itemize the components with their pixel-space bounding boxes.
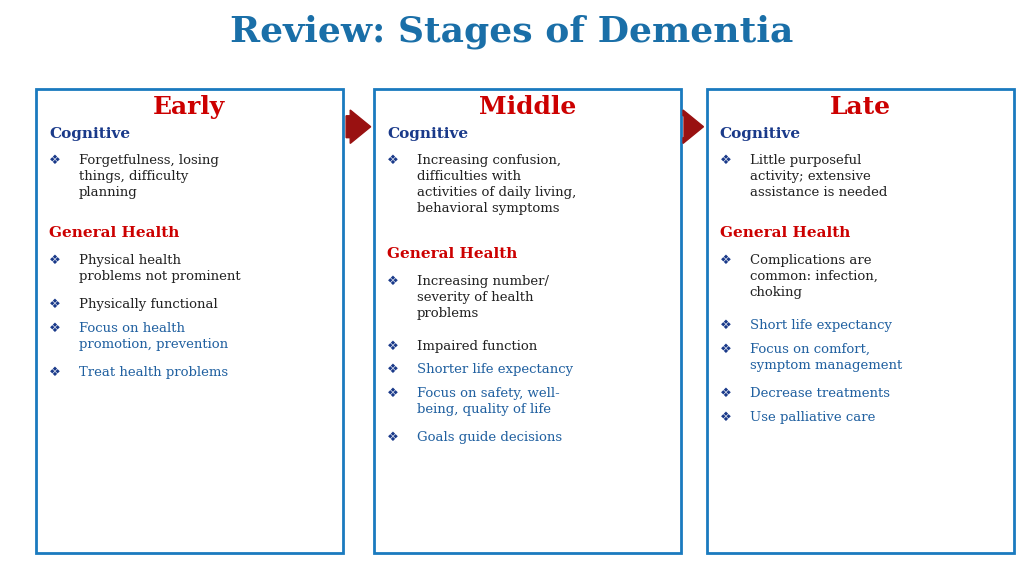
Text: ❖: ❖ — [720, 154, 732, 168]
Text: Cognitive: Cognitive — [387, 127, 468, 141]
Text: Forgetfulness, losing
things, difficulty
planning: Forgetfulness, losing things, difficulty… — [79, 154, 219, 199]
Text: Physical health
problems not prominent: Physical health problems not prominent — [79, 254, 241, 283]
Text: ❖: ❖ — [720, 343, 732, 356]
Text: General Health: General Health — [720, 226, 850, 240]
Text: ❖: ❖ — [720, 387, 732, 400]
Text: ❖: ❖ — [49, 154, 61, 168]
Text: General Health: General Health — [49, 226, 179, 240]
Text: Increasing confusion,
difficulties with
activities of daily living,
behavioral s: Increasing confusion, difficulties with … — [417, 154, 577, 215]
Text: Focus on comfort,
symptom management: Focus on comfort, symptom management — [750, 343, 902, 372]
Text: Impaired function: Impaired function — [417, 340, 537, 353]
Text: ❖: ❖ — [49, 298, 61, 312]
Text: ❖: ❖ — [720, 411, 732, 424]
Text: Late: Late — [829, 94, 891, 119]
Text: Review: Stages of Dementia: Review: Stages of Dementia — [230, 14, 794, 49]
Text: ❖: ❖ — [720, 319, 732, 332]
Text: Physically functional: Physically functional — [79, 298, 217, 312]
Text: ❖: ❖ — [387, 431, 399, 445]
Text: Goals guide decisions: Goals guide decisions — [417, 431, 562, 445]
Text: Little purposeful
activity; extensive
assistance is needed: Little purposeful activity; extensive as… — [750, 154, 887, 199]
Text: Short life expectancy: Short life expectancy — [750, 319, 892, 332]
Text: ❖: ❖ — [49, 366, 61, 380]
Text: Middle: Middle — [478, 94, 577, 119]
Text: ❖: ❖ — [49, 254, 61, 267]
FancyArrow shape — [683, 110, 703, 143]
FancyBboxPatch shape — [374, 89, 681, 553]
Text: Focus on safety, well-
being, quality of life: Focus on safety, well- being, quality of… — [417, 387, 559, 416]
Text: ❖: ❖ — [387, 275, 399, 288]
Text: Complications are
common: infection,
choking: Complications are common: infection, cho… — [750, 254, 878, 299]
Text: ❖: ❖ — [387, 340, 399, 353]
Text: Early: Early — [154, 94, 225, 119]
Text: General Health: General Health — [387, 247, 517, 261]
Text: ❖: ❖ — [387, 154, 399, 168]
Text: Treat health problems: Treat health problems — [79, 366, 228, 380]
Text: ❖: ❖ — [49, 322, 61, 335]
Text: Cognitive: Cognitive — [720, 127, 801, 141]
Text: Focus on health
promotion, prevention: Focus on health promotion, prevention — [79, 322, 228, 351]
FancyBboxPatch shape — [707, 89, 1014, 553]
Text: ❖: ❖ — [387, 363, 399, 377]
Text: ❖: ❖ — [720, 254, 732, 267]
Text: Use palliative care: Use palliative care — [750, 411, 874, 424]
Text: ❖: ❖ — [387, 387, 399, 400]
Text: Increasing number/
severity of health
problems: Increasing number/ severity of health pr… — [417, 275, 549, 320]
Text: Decrease treatments: Decrease treatments — [750, 387, 890, 400]
FancyBboxPatch shape — [36, 89, 343, 553]
FancyArrow shape — [346, 110, 371, 143]
Text: Cognitive: Cognitive — [49, 127, 130, 141]
Text: Shorter life expectancy: Shorter life expectancy — [417, 363, 572, 377]
